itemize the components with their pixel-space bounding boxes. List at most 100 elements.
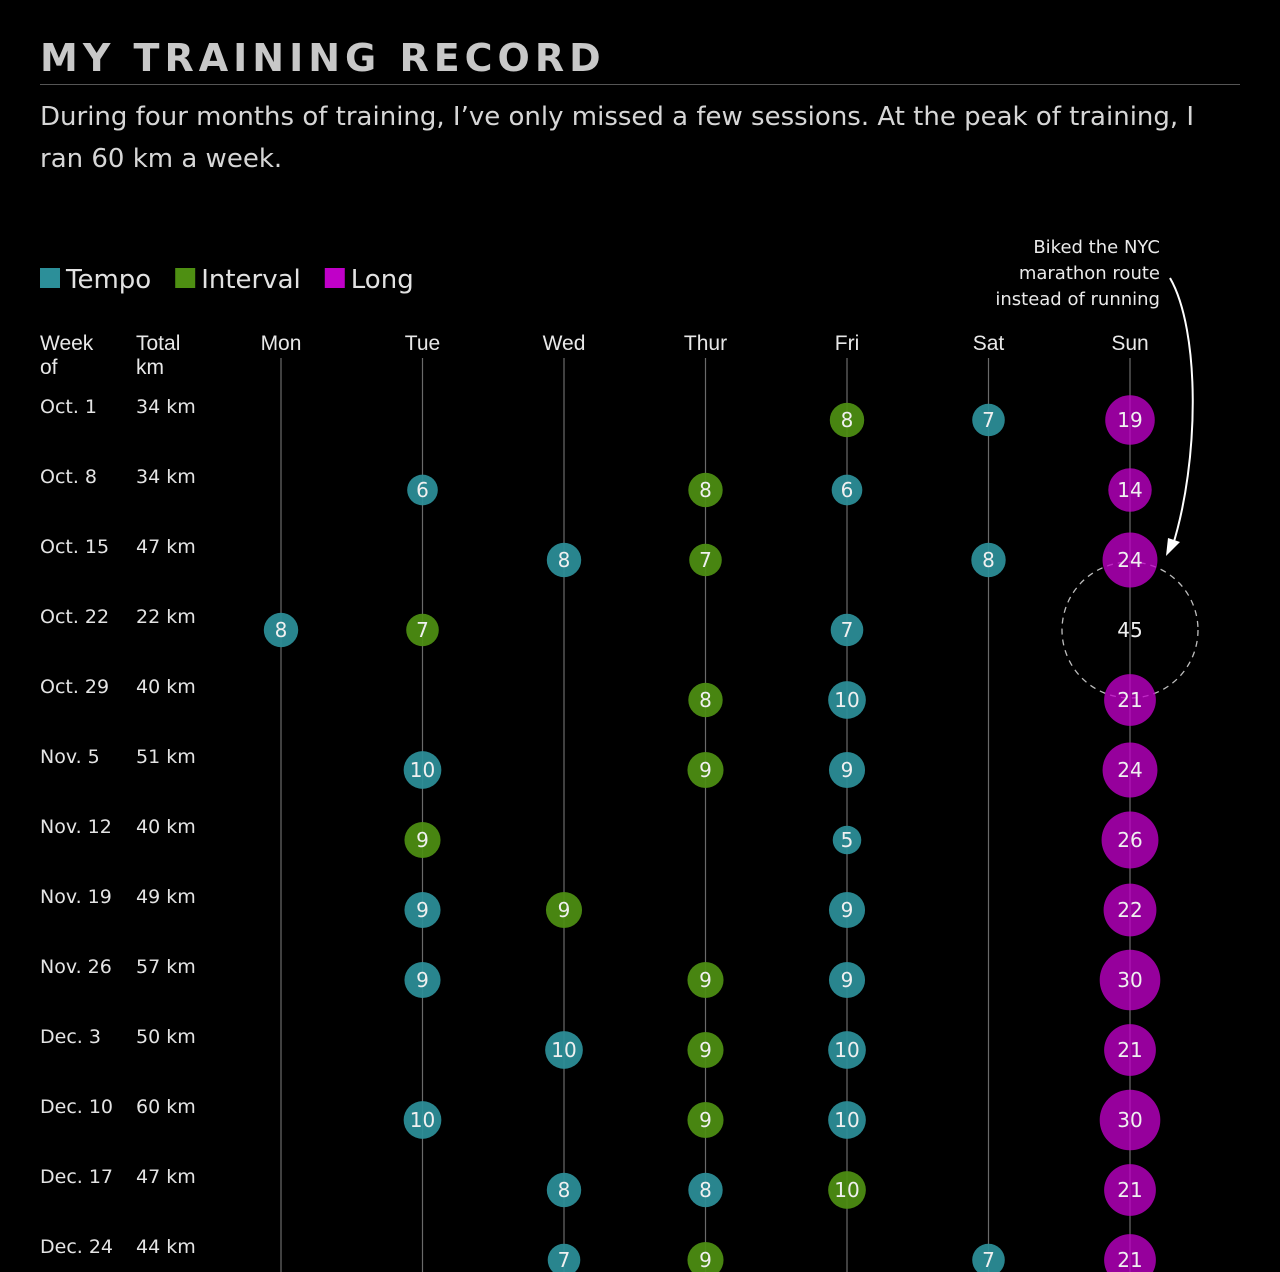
subtitle: During four months of training, I’ve onl… xyxy=(40,102,1195,174)
day-header-fri: Fri xyxy=(835,332,860,355)
session-km-label: 9 xyxy=(699,1248,712,1272)
tempo-session-bubble xyxy=(971,542,1006,578)
week-label: Dec. 10 xyxy=(40,1096,113,1118)
annotation-arrow-line xyxy=(1169,277,1194,549)
tempo-session-bubble xyxy=(828,961,866,999)
long-session-bubble xyxy=(1102,532,1158,588)
week-header: of xyxy=(40,356,58,379)
legend-label-tempo: Tempo xyxy=(65,265,151,295)
long-session-bubble xyxy=(1104,1234,1156,1272)
day-header-mon: Mon xyxy=(261,332,302,355)
session-km-label: 10 xyxy=(551,1038,576,1062)
session-km-label: 7 xyxy=(416,618,429,642)
interval-session-bubble xyxy=(687,1101,724,1139)
session-km-label: 19 xyxy=(1117,408,1142,432)
session-km-label: 8 xyxy=(982,548,995,572)
day-header-sat: Sat xyxy=(973,332,1005,355)
session-km-label: 24 xyxy=(1117,758,1142,782)
tempo-session-bubble xyxy=(545,1031,583,1069)
session-km-label: 7 xyxy=(841,618,854,642)
session-km-label: 21 xyxy=(1117,688,1142,712)
interval-session-bubble xyxy=(687,751,724,789)
interval-session-bubble xyxy=(828,1171,866,1209)
session-km-label: 10 xyxy=(834,1178,859,1202)
annotation-arrowhead xyxy=(1166,538,1180,556)
session-km-label: 14 xyxy=(1117,478,1142,502)
week-label: Oct. 8 xyxy=(40,466,97,488)
tempo-session-bubble xyxy=(972,403,1005,437)
week-total: 49 km xyxy=(136,886,196,908)
session-km-label: 7 xyxy=(558,1248,571,1272)
session-km-label: 30 xyxy=(1117,1108,1142,1132)
session-km-label: 9 xyxy=(699,968,712,992)
week-header: Week xyxy=(40,332,94,355)
week-label: Nov. 19 xyxy=(40,886,112,908)
session-km-label: 10 xyxy=(834,1038,859,1062)
session-km-label: 7 xyxy=(982,1248,995,1272)
tempo-session-bubble xyxy=(407,474,438,506)
session-km-label: 7 xyxy=(982,408,995,432)
tempo-session-bubble xyxy=(828,681,866,719)
tempo-session-bubble xyxy=(546,1172,582,1208)
week-label: Oct. 22 xyxy=(40,606,109,628)
day-header-tue: Tue xyxy=(405,332,440,355)
session-km-label: 6 xyxy=(416,478,429,502)
week-total: 51 km xyxy=(136,746,196,768)
tempo-session-bubble xyxy=(546,542,582,578)
session-km-label: 21 xyxy=(1117,1038,1142,1062)
session-km-label: 26 xyxy=(1117,828,1142,852)
session-km-label: 9 xyxy=(699,1108,712,1132)
interval-session-bubble xyxy=(687,1031,724,1069)
session-km-label: 24 xyxy=(1117,548,1142,572)
tempo-session-bubble xyxy=(404,961,441,999)
day-header-thur: Thur xyxy=(684,332,727,355)
session-km-label: 8 xyxy=(699,1178,712,1202)
week-total: 57 km xyxy=(136,956,196,978)
session-km-label: 9 xyxy=(841,898,854,922)
session-km-label: 5 xyxy=(841,828,854,852)
legend-swatch-long xyxy=(324,268,345,288)
session-km-label: 21 xyxy=(1117,1178,1142,1202)
total-header: km xyxy=(136,356,164,379)
session-km-label: 9 xyxy=(558,898,571,922)
annotation-text: instead of running xyxy=(995,289,1160,310)
week-total: 40 km xyxy=(136,816,196,838)
long-session-bubble xyxy=(1104,1024,1156,1076)
session-km-label: 9 xyxy=(416,828,429,852)
week-label: Dec. 3 xyxy=(40,1026,101,1048)
week-total: 44 km xyxy=(136,1236,196,1258)
tempo-session-bubble xyxy=(828,751,866,789)
interval-session-bubble xyxy=(689,543,722,577)
session-km-label: 8 xyxy=(275,618,288,642)
interval-session-bubble xyxy=(687,1241,724,1272)
day-header-wed: Wed xyxy=(543,332,586,355)
tempo-session-bubble xyxy=(547,1243,581,1272)
session-km-label: 9 xyxy=(416,968,429,992)
interval-session-bubble xyxy=(406,613,439,647)
annotation-text: marathon route xyxy=(1019,263,1160,284)
session-km-label: 8 xyxy=(558,548,571,572)
tempo-session-bubble xyxy=(828,1031,866,1069)
session-km-label: 21 xyxy=(1117,1248,1142,1272)
long-session-bubble xyxy=(1099,949,1161,1011)
page-title: MY TRAINING RECORD xyxy=(40,36,606,80)
long-session-bubble xyxy=(1101,811,1159,869)
week-total: 34 km xyxy=(136,466,196,488)
session-km-label: 9 xyxy=(416,898,429,922)
tempo-session-bubble xyxy=(828,1101,866,1139)
long-session-bubble xyxy=(1099,1089,1161,1151)
long-session-bubble xyxy=(1105,395,1155,445)
long-session-bubble xyxy=(1104,674,1156,726)
long-session-bubble xyxy=(1108,468,1152,512)
session-km-label: 10 xyxy=(834,1108,859,1132)
tempo-session-bubble xyxy=(830,613,864,647)
week-label: Nov. 5 xyxy=(40,746,100,768)
annotation-text: Biked the NYC xyxy=(1033,237,1160,258)
session-km-label: 7 xyxy=(699,548,712,572)
interval-session-bubble xyxy=(688,472,723,508)
session-km-label: 9 xyxy=(699,758,712,782)
week-label: Oct. 29 xyxy=(40,676,109,698)
interval-session-bubble xyxy=(688,682,723,718)
tempo-session-bubble xyxy=(404,891,441,929)
